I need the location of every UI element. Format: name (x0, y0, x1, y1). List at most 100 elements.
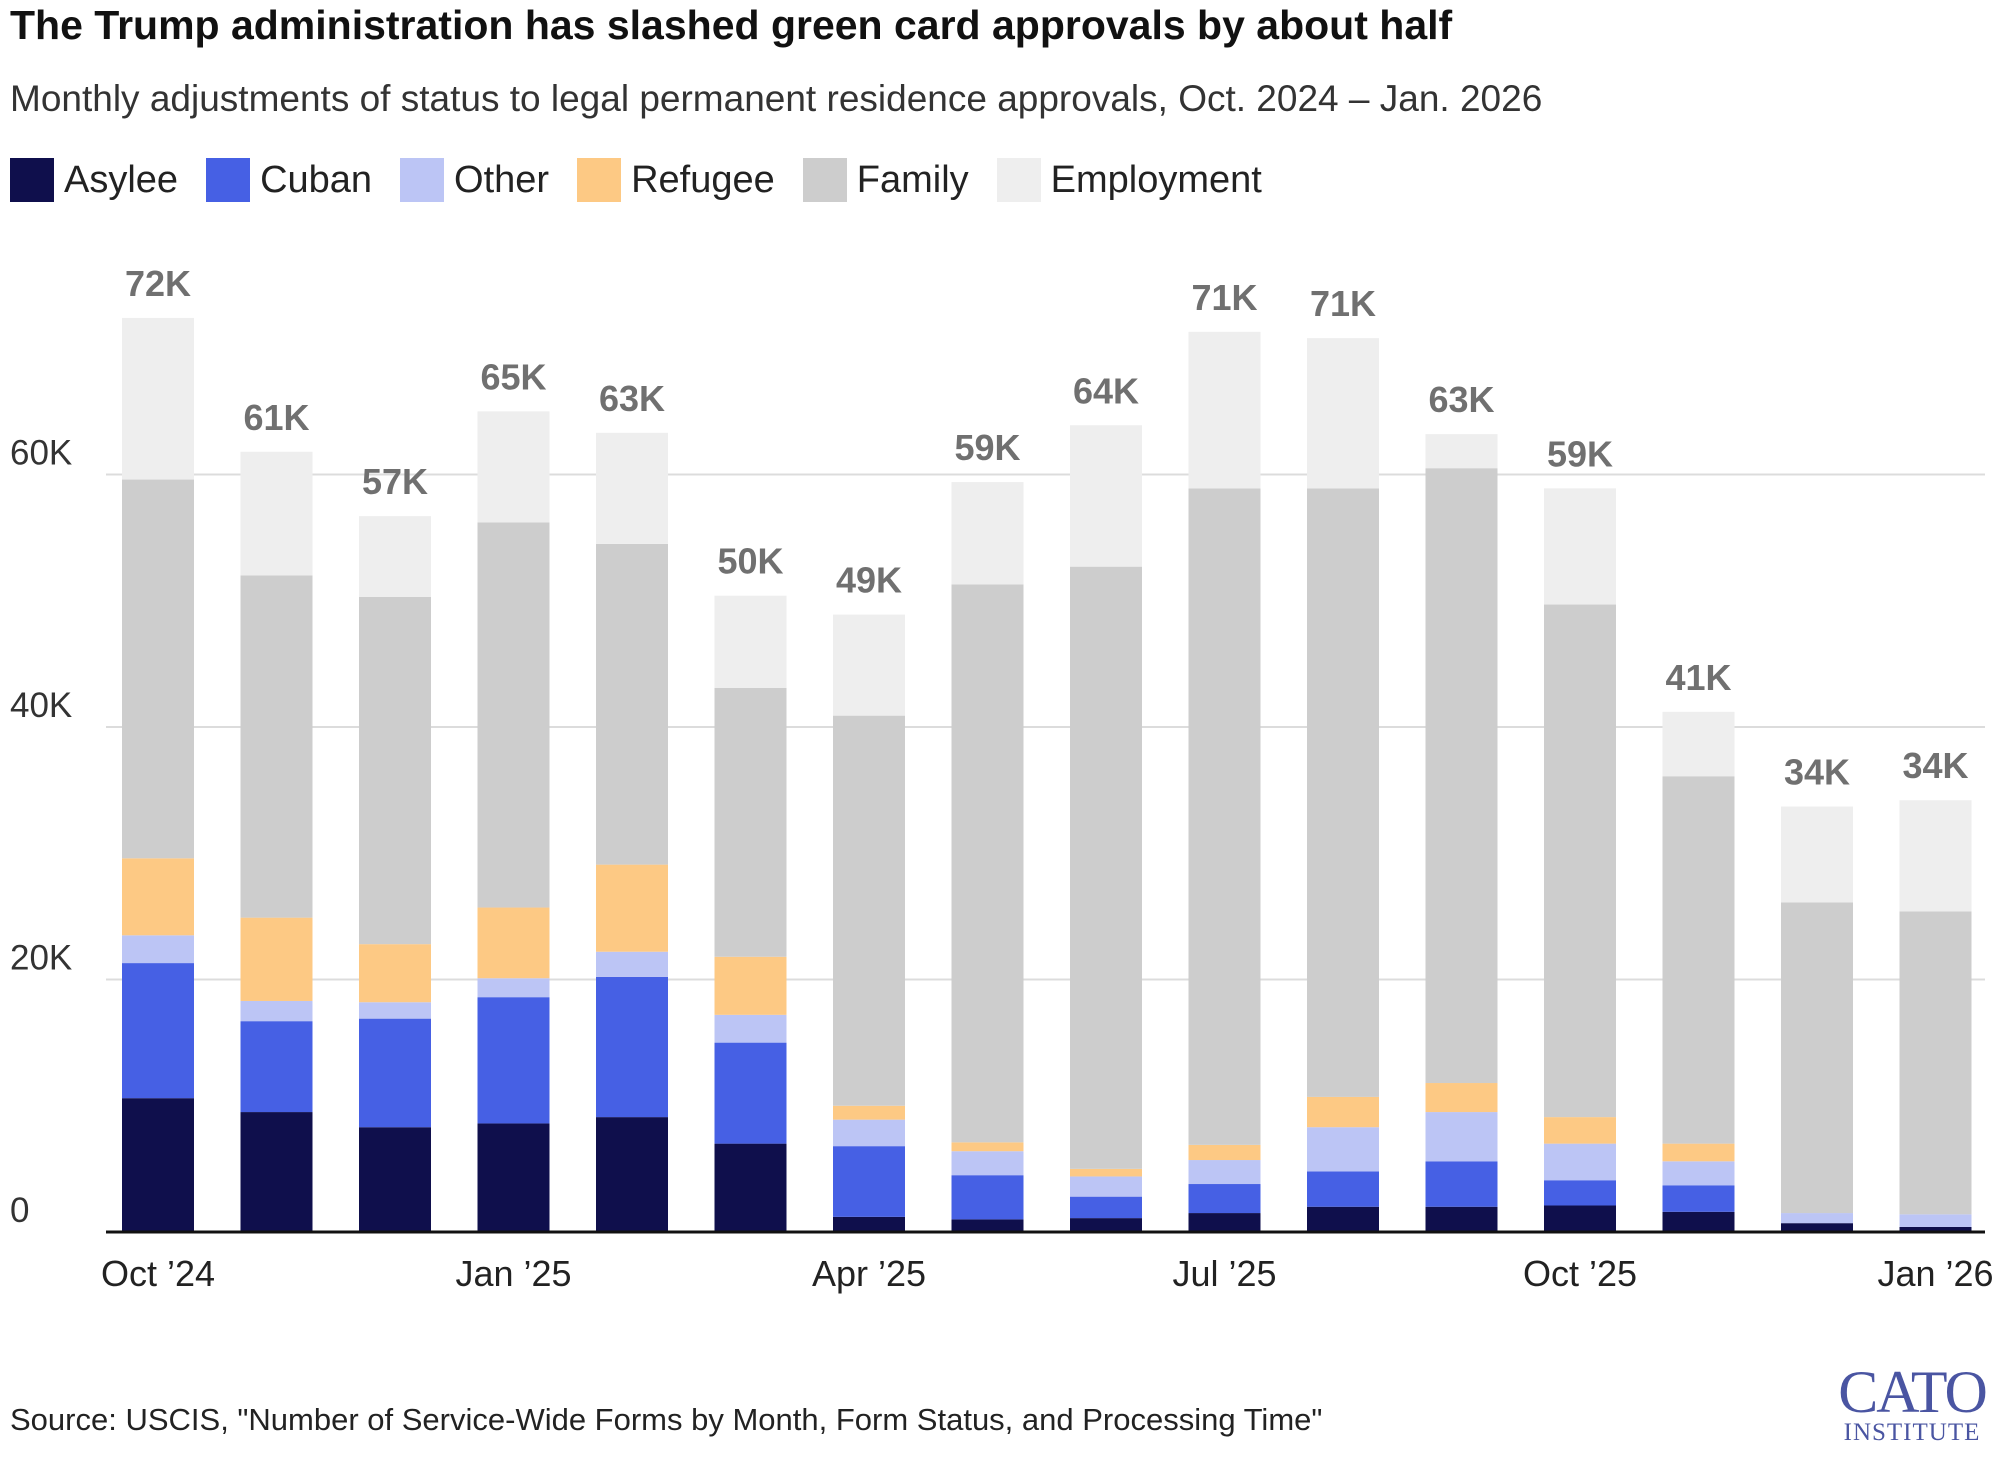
bar-segment-cuban (1307, 1171, 1379, 1207)
bar-segment-refugee (1188, 1144, 1261, 1161)
bar-segment-cuban (359, 1018, 431, 1128)
stacked-bar-chart: 0 20K 40K 60K 72K 61K 57K 65K 63K 50K 49K 59K 64K 71K… (10, 263, 1994, 1294)
bar-segment-family (951, 584, 1024, 1143)
legend-label-asylee: Asylee (64, 158, 179, 201)
bar-segment-employment (477, 411, 550, 523)
bar-segment-employment (833, 614, 905, 716)
bar-segment-other (1662, 1161, 1735, 1186)
bar-segment-family (1781, 902, 1853, 1214)
bar-segment-employment (1781, 806, 1853, 903)
bar-segment-refugee (359, 944, 431, 1003)
bar-segment-employment (1899, 800, 1972, 912)
bar-segment-employment (122, 317, 194, 480)
legend-item-employment: Employment (996, 158, 1262, 202)
bar-total-label: 64K (1073, 370, 1139, 411)
legend-label-cuban: Cuban (260, 158, 373, 201)
bar-segment-employment (1425, 434, 1498, 469)
bar-segment-other (1544, 1143, 1616, 1181)
bar-segment-refugee (1307, 1096, 1379, 1128)
x-tick-label: Jul ’25 (1172, 1253, 1276, 1294)
y-tick-label: 40K (10, 686, 72, 725)
bar-total-label: 71K (1310, 283, 1376, 324)
bar-segment-cuban (240, 1021, 313, 1113)
bar-segment-refugee (240, 917, 313, 1001)
bar-segment-other (596, 951, 668, 977)
x-tick-label: Jan ’26 (1877, 1253, 1993, 1294)
bar-segment-other (1781, 1213, 1853, 1224)
bar-segment-asylee (359, 1127, 431, 1232)
bar-segment-refugee (714, 956, 787, 1015)
y-tick-label: 20K (10, 939, 72, 978)
bar-segment-family (1307, 488, 1379, 1097)
bar-segment-other (951, 1151, 1024, 1176)
bar-total-label: 63K (599, 378, 665, 419)
y-tick-label: 60K (10, 434, 72, 473)
bar-segment-other (714, 1014, 787, 1043)
bar-segment-other (477, 978, 550, 998)
bar-segment-asylee (240, 1112, 313, 1232)
bar-segment-other (833, 1119, 905, 1147)
bar-segment-employment (359, 516, 431, 597)
x-tick-label: Apr ’25 (812, 1253, 926, 1294)
bar-segment-employment (1662, 711, 1735, 777)
legend-label-family: Family (856, 158, 969, 201)
bar-segment-family (359, 596, 431, 945)
bar-segment-asylee (833, 1216, 905, 1232)
bar-segment-asylee (122, 1098, 194, 1232)
bar-segment-employment (596, 432, 668, 544)
bar-segment-cuban (1188, 1184, 1261, 1214)
bar-segment-refugee (833, 1105, 905, 1120)
bar-segment-family (1070, 566, 1142, 1169)
bar-segment-family (122, 479, 194, 859)
bar-segment-asylee (1662, 1211, 1735, 1232)
bar-segment-family (1188, 488, 1261, 1145)
bar-segment-other (1899, 1214, 1972, 1227)
source-note: Source: USCIS, "Number of Service-Wide F… (10, 1402, 1323, 1437)
bar-segment-family (1662, 776, 1735, 1144)
legend-swatch-cuban (206, 158, 251, 202)
bar-segment-employment (1070, 425, 1142, 567)
legend-item-cuban: Cuban (206, 158, 372, 202)
bar-segment-asylee (1544, 1205, 1616, 1232)
bar-segment-asylee (714, 1143, 787, 1232)
bar-segment-other (1307, 1127, 1379, 1172)
chart-subtitle: Monthly adjustments of status to legal p… (10, 78, 1543, 119)
bar-segment-other (1070, 1176, 1142, 1197)
bar-segment-refugee (596, 864, 668, 952)
legend-label-other: Other (454, 158, 550, 201)
bar-segment-cuban (1662, 1185, 1735, 1212)
legend-swatch-family (802, 158, 847, 202)
bar-segment-family (477, 522, 550, 908)
bar-segment-asylee (1781, 1223, 1853, 1232)
bar-segment-family (833, 715, 905, 1106)
bar-segment-refugee (477, 907, 550, 979)
bar-total-label: 34K (1784, 752, 1850, 793)
bar-segment-asylee (951, 1219, 1024, 1232)
bar-segment-asylee (1070, 1218, 1142, 1232)
bar-segment-family (714, 687, 787, 957)
bar-segment-family (1425, 468, 1498, 1084)
legend-label-refugee: Refugee (631, 158, 775, 201)
bar-segment-other (1425, 1112, 1498, 1162)
chart-title: The Trump administration has slashed gre… (10, 2, 1453, 48)
x-tick-label: Jan ’25 (455, 1253, 571, 1294)
bar-segment-family (240, 575, 313, 918)
bar-segment-employment (1307, 338, 1379, 489)
legend-swatch-employment (996, 158, 1041, 202)
bar-segment-refugee (1544, 1117, 1616, 1144)
bar-segment-other (240, 1000, 313, 1022)
bar-segment-employment (714, 595, 787, 688)
legend-item-asylee: Asylee (10, 158, 178, 202)
legend-item-refugee: Refugee (577, 158, 775, 202)
bar-total-label: 72K (125, 263, 191, 304)
bar-segment-family (596, 543, 668, 865)
logo-sub-text: INSTITUTE (1843, 1419, 1981, 1446)
legend-item-family: Family (802, 158, 969, 202)
bar-segment-refugee (1425, 1083, 1498, 1113)
logo-main-text: CATO (1838, 1359, 1988, 1425)
cato-logo: CATO INSTITUTE (1832, 1362, 1992, 1445)
bar-segment-cuban (714, 1042, 787, 1144)
bar-segment-cuban (477, 997, 550, 1124)
bar-segment-other (1188, 1160, 1261, 1185)
bar-segment-employment (240, 451, 313, 576)
